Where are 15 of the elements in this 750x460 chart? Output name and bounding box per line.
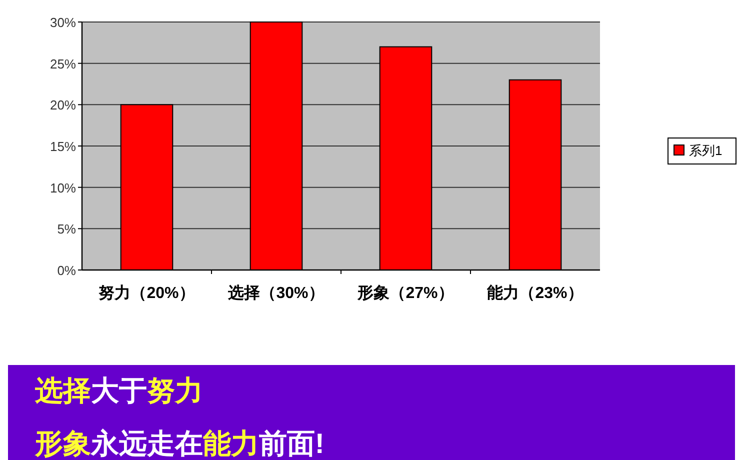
annotation: 选择大于努力 [35,375,203,406]
xtick: 能力（23%） [487,285,584,302]
ytick: 15% [50,139,76,154]
annotation: 形象永远走在能力前面! [35,428,324,459]
ytick: 30% [50,15,76,30]
xtick: 努力（20%） [98,285,195,302]
ytick: 5% [57,222,76,237]
legend: 系列1 [668,138,736,164]
ytick: 10% [50,180,76,196]
ytick: 20% [50,98,76,113]
xtick: 选择（30%） [228,285,324,302]
xtick: 形象（27%） [358,285,454,302]
legend-label: 系列1 [689,143,722,158]
ytick: 25% [50,56,76,72]
ytick: 0% [57,263,76,278]
